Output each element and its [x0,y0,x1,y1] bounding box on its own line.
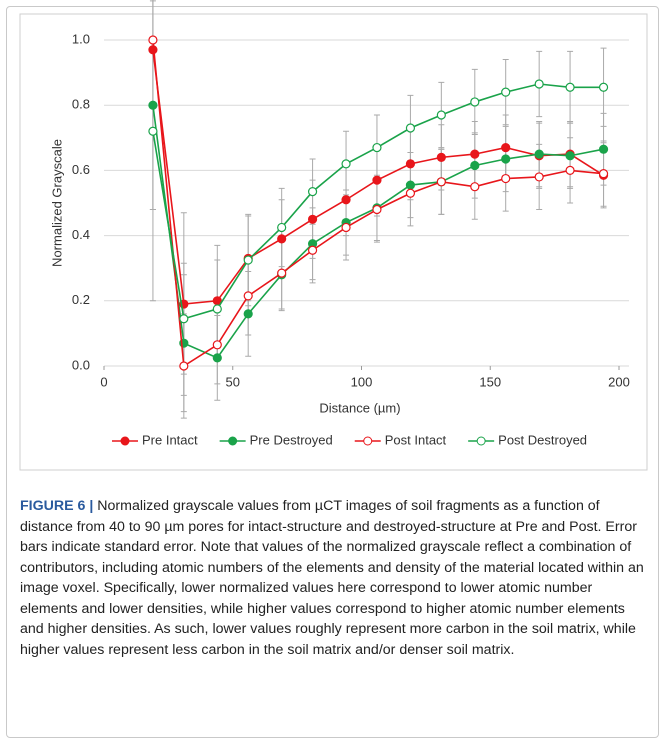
point [179,361,189,371]
point [148,126,158,136]
y-tick-label: 0.4 [72,227,90,242]
point [372,142,382,153]
point [405,180,416,190]
point [598,82,609,92]
point [212,304,222,314]
y-axis-title: Normalized Grayscale [49,139,64,267]
point [565,165,575,175]
point [148,35,158,45]
x-tick-label: 100 [351,374,373,389]
point [277,268,287,278]
point [501,173,511,184]
y-tick-label: 0.2 [72,292,90,307]
point [243,291,253,301]
point [405,159,416,169]
legend-marker [476,436,486,446]
point [436,177,446,187]
legend-marker [363,436,373,446]
point [148,100,158,110]
point [534,172,544,182]
point [277,222,287,233]
figure-frame [6,6,659,738]
legend-label: Pre Intact [142,432,198,447]
point [341,159,351,169]
point [307,214,318,224]
point [501,87,511,97]
point [534,79,544,89]
point [179,314,189,324]
legend-label: Post Intact [385,432,447,447]
y-tick-label: 0.6 [72,162,90,177]
point [470,182,480,192]
point [405,123,416,133]
point [598,169,609,179]
point [436,110,446,120]
y-tick-label: 1.0 [72,31,90,46]
x-tick-label: 50 [226,374,240,389]
legend-marker [228,436,238,446]
y-tick-label: 0.0 [72,357,90,372]
point [405,188,416,198]
x-tick-label: 0 [100,374,107,389]
point [565,151,575,161]
point [565,82,575,92]
point [372,204,382,215]
point [212,353,222,363]
legend-label: Post Destroyed [498,432,587,447]
x-axis-title: Distance (µm) [319,400,400,415]
point [243,255,253,265]
point [436,152,446,162]
point [341,195,351,205]
point [243,309,253,319]
series-line [152,39,604,368]
point [501,154,511,164]
point [212,340,222,350]
legend-marker [120,436,130,446]
chart: Distance (µm) Normalized Grayscale 0.0 0.… [19,0,648,471]
series-line [152,83,604,320]
x-tick-label: 200 [608,374,630,389]
caption-label: FIGURE 6 | [20,498,94,514]
caption: FIGURE 6 | Normalized grayscale values f… [20,496,648,660]
point [470,97,480,107]
point [598,144,609,154]
y-tick-label: 0.8 [72,97,90,112]
caption-text: Normalized grayscale values from µCT ima… [20,498,644,658]
point [470,160,480,171]
point [372,175,382,185]
point [307,186,318,197]
legend-label: Pre Destroyed [250,432,333,447]
point [501,142,511,153]
point [534,149,544,159]
x-tick-label: 150 [479,374,501,389]
series-line [152,105,604,359]
chart-border [19,13,648,471]
point [307,245,318,255]
point [341,222,351,233]
point [470,149,480,159]
point [277,234,287,244]
